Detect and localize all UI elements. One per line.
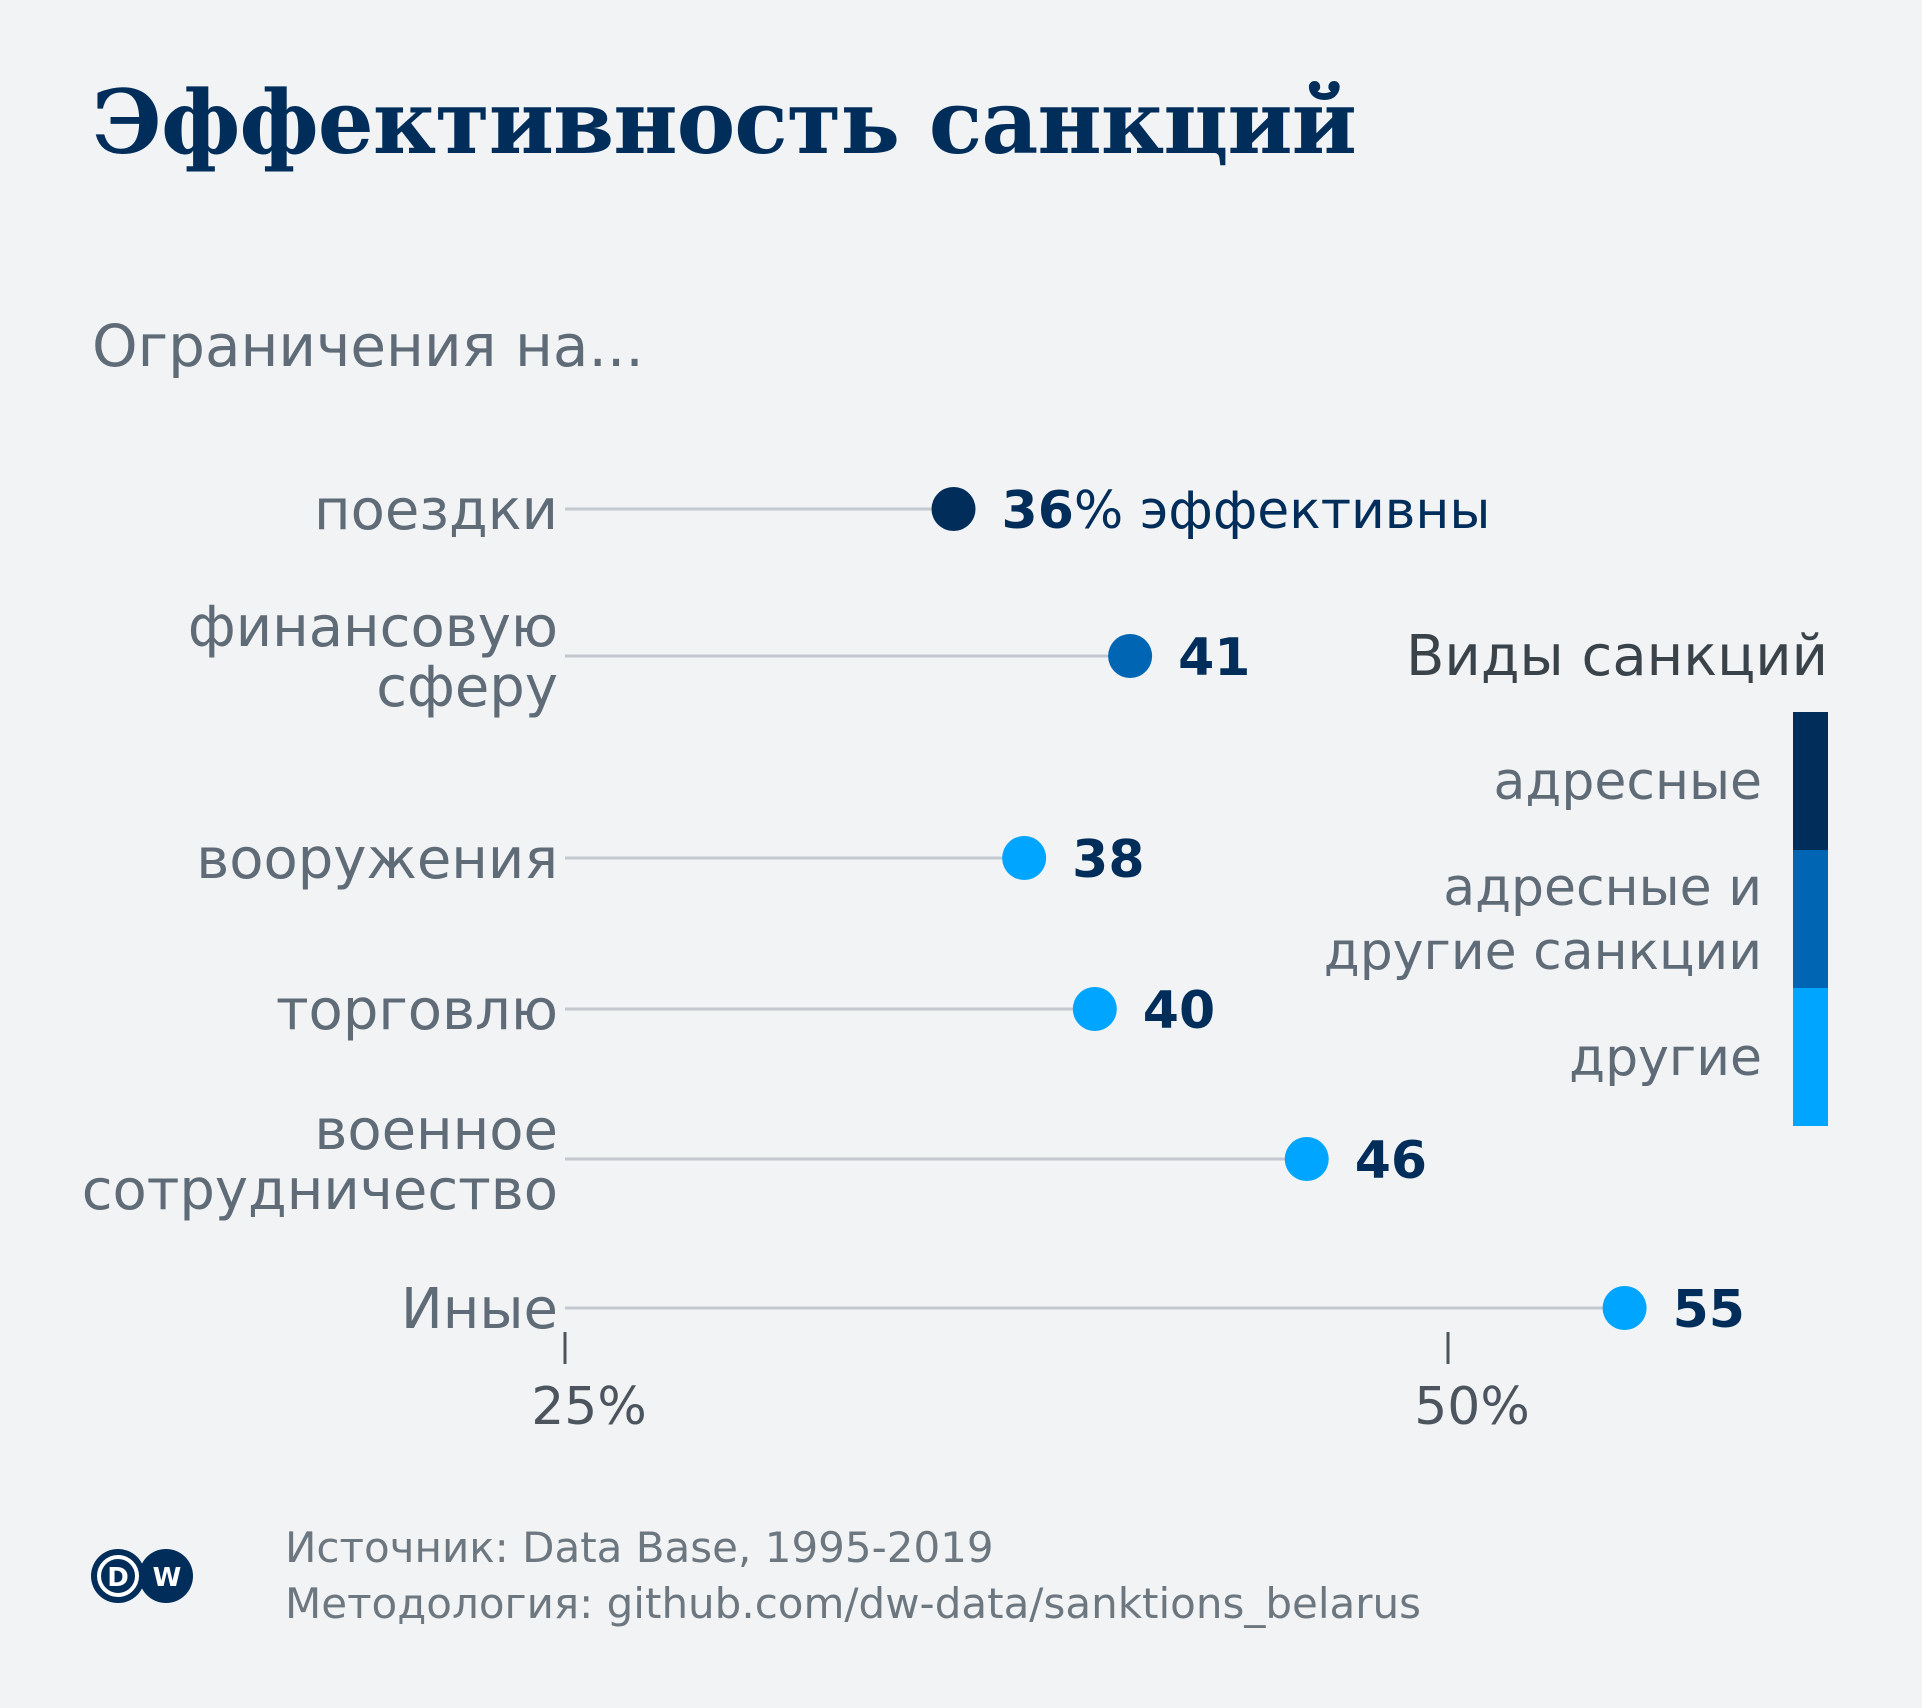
category-label: военное сотрудничество: [82, 1098, 558, 1223]
svg-text:W: W: [153, 1563, 182, 1593]
legend-label: другие: [1569, 1028, 1762, 1088]
lollipop-row: финансовую сферу 41: [188, 595, 1251, 720]
lollipop-dot: [931, 487, 976, 531]
value-number: 41: [1178, 628, 1250, 688]
legend-title: Виды санкций: [1406, 624, 1828, 689]
lollipop-row: торговлю 40: [276, 978, 1215, 1043]
category-label-line: финансовую: [188, 595, 558, 660]
source-note: Источник: Data Base, 1995-2019: [285, 1523, 994, 1572]
lollipop-row: Иные 55: [401, 1277, 1745, 1342]
footer: Источник: Data Base, 1995-2019 Методолог…: [285, 1520, 1421, 1632]
value-number: 36: [1002, 481, 1074, 541]
legend-swatch: [1793, 850, 1828, 988]
legend-label-line: другие: [1569, 1028, 1762, 1088]
dw-logo-icon: D W: [90, 1548, 194, 1608]
value-label: 38: [1072, 830, 1144, 890]
category-label-line: сотрудничество: [82, 1158, 558, 1223]
lollipop-dot: [1002, 836, 1047, 880]
legend-label: адресные: [1494, 752, 1762, 812]
value-label: 40: [1143, 981, 1215, 1041]
lollipop-dot: [1602, 1286, 1647, 1330]
value-label: 41: [1178, 628, 1250, 688]
legend-swatch: [1793, 988, 1828, 1126]
lollipop-row: поездки 36% эффективны: [314, 478, 1491, 543]
value-label: 36% эффективны: [1002, 481, 1491, 541]
lollipop-row: вооружения 38: [196, 827, 1144, 892]
value-label: 55: [1673, 1280, 1745, 1340]
category-label-line: поездки: [314, 478, 558, 543]
lollipop-row: военное сотрудничество 46: [82, 1098, 1427, 1223]
value-number: 55: [1673, 1280, 1745, 1340]
value-suffix: % эффективны: [1074, 481, 1491, 541]
lollipop-dot: [1072, 987, 1117, 1031]
value-label: 46: [1355, 1131, 1427, 1191]
legend-swatch: [1793, 712, 1828, 850]
category-label-line: вооружения: [196, 827, 558, 892]
category-label: поездки: [314, 478, 558, 543]
category-label-line: торговлю: [276, 978, 558, 1043]
category-label-line: Иные: [401, 1277, 558, 1342]
x-tick-label: 25%: [531, 1377, 647, 1437]
legend-label: адресные и другие санкции: [1324, 858, 1762, 982]
value-number: 40: [1143, 981, 1215, 1041]
methodology-link[interactable]: Методология: github.com/dw-data/sanktion…: [285, 1579, 1422, 1628]
chart-subtitle: Ограничения на...: [92, 312, 644, 380]
chart-title: Эффективность санкций: [92, 70, 1357, 174]
legend-label-line: адресные и: [1443, 858, 1762, 918]
svg-text:D: D: [107, 1563, 129, 1593]
legend-label-line: адресные: [1494, 752, 1762, 812]
category-label-line: сферу: [376, 655, 558, 720]
x-tick-label: 50%: [1414, 1377, 1530, 1437]
category-label-line: военное: [314, 1098, 558, 1163]
lollipop-dot: [1284, 1137, 1329, 1181]
category-label: финансовую сферу: [188, 595, 558, 720]
value-number: 38: [1072, 830, 1144, 890]
legend-label-line: другие санкции: [1324, 922, 1762, 982]
category-label: вооружения: [196, 827, 558, 892]
value-number: 46: [1355, 1131, 1427, 1191]
category-label: торговлю: [276, 978, 558, 1043]
lollipop-dot: [1108, 634, 1153, 678]
category-label: Иные: [401, 1277, 558, 1342]
